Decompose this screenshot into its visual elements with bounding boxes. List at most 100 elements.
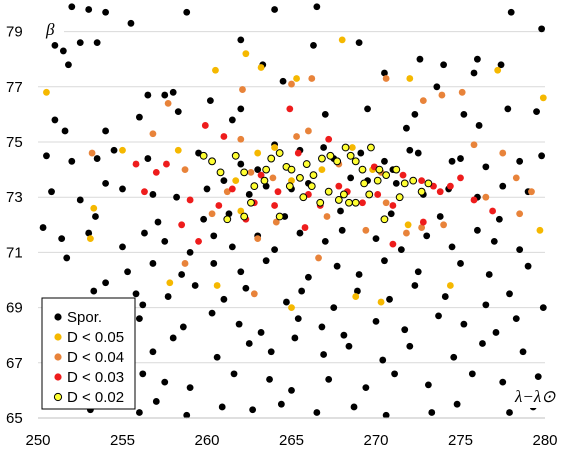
point-spor <box>149 191 157 198</box>
point-d004 <box>419 97 427 104</box>
point-spor <box>43 152 50 160</box>
point-spor <box>516 246 524 254</box>
point-d002 <box>341 143 350 152</box>
point-spor <box>51 42 59 49</box>
point-d002 <box>309 171 318 180</box>
point-d002 <box>373 176 382 185</box>
point-spor <box>65 61 72 69</box>
point-spor <box>76 39 84 47</box>
point-d002 <box>285 182 294 191</box>
point-spor <box>403 124 410 132</box>
point-d003 <box>163 160 170 168</box>
y-tick-label: 73 <box>6 189 23 206</box>
point-spor <box>347 174 355 182</box>
point-d002 <box>223 215 232 224</box>
point-d002 <box>424 179 433 188</box>
point-spor <box>169 88 177 96</box>
point-d003 <box>257 171 265 179</box>
x-axis-label-backdrop <box>508 384 564 408</box>
y-tick-label: 71 <box>6 244 23 261</box>
point-spor <box>337 207 344 215</box>
point-spor <box>372 318 380 325</box>
point-spor <box>397 246 405 254</box>
point-spor <box>330 304 338 311</box>
point-spor <box>174 108 182 116</box>
point-spor <box>220 295 228 303</box>
point-spor <box>320 351 328 358</box>
point-d004 <box>499 149 507 157</box>
point-d002 <box>392 165 401 174</box>
point-d003 <box>374 191 382 198</box>
point-d002 <box>240 212 249 221</box>
legend-label-d005: D < 0.05 <box>67 329 124 346</box>
point-spor <box>296 229 304 237</box>
point-d002 <box>351 198 360 207</box>
point-d004 <box>237 135 245 143</box>
point-d003 <box>419 218 427 226</box>
point-spor <box>237 36 245 44</box>
point-spor <box>372 235 380 243</box>
point-d002 <box>250 182 259 191</box>
point-spor <box>110 146 118 154</box>
point-spor <box>149 260 157 267</box>
x-tick-label: 250 <box>25 432 50 449</box>
point-spor <box>298 287 306 295</box>
point-spor <box>283 298 290 306</box>
point-d005 <box>212 66 219 74</box>
point-d005 <box>257 64 265 71</box>
point-spor <box>381 157 388 165</box>
point-d004 <box>458 88 466 96</box>
point-spor <box>448 243 456 251</box>
point-spor <box>519 348 527 356</box>
point-d004 <box>208 210 216 218</box>
point-d002 <box>326 151 335 160</box>
point-spor <box>266 375 273 383</box>
point-d005 <box>166 279 174 287</box>
point-spor <box>453 400 461 408</box>
point-spor <box>320 144 328 151</box>
point-d002 <box>307 182 316 191</box>
x-tick-label: 270 <box>363 432 388 449</box>
point-spor <box>191 282 199 289</box>
point-d003 <box>195 237 202 245</box>
point-d002 <box>333 157 342 166</box>
point-spor <box>90 287 98 295</box>
point-spor <box>242 284 250 292</box>
point-d002 <box>296 173 304 182</box>
point-spor <box>539 304 547 311</box>
y-tick-label: 65 <box>6 410 23 427</box>
point-spor <box>179 323 187 331</box>
point-spor <box>435 312 442 320</box>
legend-marker-d005 <box>54 333 62 341</box>
point-spor <box>321 111 329 118</box>
point-spor <box>470 69 478 77</box>
point-spor <box>230 370 238 378</box>
point-d004 <box>149 130 157 138</box>
point-d002 <box>275 212 284 221</box>
point-spor <box>506 290 513 298</box>
y-axis-label-backdrop <box>38 18 64 40</box>
point-spor <box>58 235 66 243</box>
point-d005 <box>446 282 454 289</box>
point-spor <box>506 409 513 416</box>
point-spor <box>183 8 191 16</box>
x-tick-label: 265 <box>279 432 304 449</box>
point-spor <box>468 370 476 378</box>
point-spor <box>218 403 226 411</box>
point-spor <box>92 213 99 220</box>
point-spor <box>414 149 422 157</box>
point-d002 <box>339 190 348 199</box>
point-d002 <box>287 165 296 174</box>
point-spor <box>313 409 321 416</box>
y-tick-labels: 65 67 69 71 73 75 77 79 <box>6 24 23 427</box>
point-d004 <box>164 99 172 107</box>
point-spor <box>119 185 126 193</box>
point-d002 <box>345 198 353 207</box>
point-d005 <box>288 304 295 311</box>
point-spor <box>267 348 275 356</box>
point-spor <box>208 309 216 317</box>
point-spor <box>492 329 500 336</box>
point-spor <box>271 6 278 13</box>
point-d003 <box>141 188 148 196</box>
